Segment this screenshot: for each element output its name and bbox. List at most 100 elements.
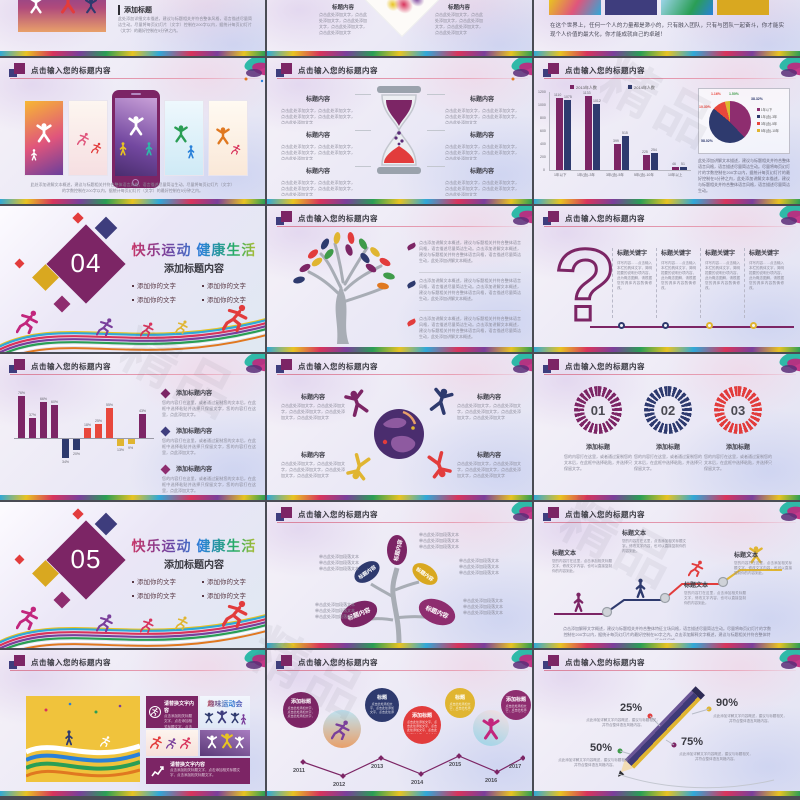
slide-r5c1-thumbnail[interactable]: 05 快乐运动 健康生活 添加标题内容 添加你的文字 添加你的文字 添加你的文字… — [0, 502, 265, 648]
slide-r6c2-thumbnail[interactable]: 点击输入您的标题内容 添加标题 点击此处添加文字，点击此处添加文字，点击此处添加文… — [267, 650, 532, 796]
hourglass-icon — [377, 86, 421, 174]
pie-legend: 1年以下 1年(含)-3年 3年(含)-5年 5年(含)-10年 — [757, 107, 789, 135]
keyword-title: 标题关键字 — [749, 251, 780, 257]
leaf-note: 单击此处添加段落文本 单击此处添加段落文本 单击此处添加段落文本 — [289, 554, 359, 572]
header-underline — [544, 226, 796, 227]
slide-r1c1-thumbnail[interactable]: 添加标题 此处添加详细文本描述，建议与标题相关并符合整体风格，语言描述尽量简洁生… — [0, 0, 265, 56]
bar-label: 55% — [106, 403, 114, 407]
crowd-photo — [200, 730, 250, 756]
header-accent-squares — [276, 211, 294, 226]
slide-r2c1-thumbnail[interactable]: 点击输入您的标题内容 此处添加讲解文本概述，建议 — [0, 58, 265, 204]
step-body: 您的内容打在这里，点击添加相关标题文字，修改文字内容，也可以直接复制你的内容到此… — [684, 591, 746, 606]
globe-label: 标题内容 点击此处添加文字，点击此处添加文字，点击此处添加文字，点击此处添加文字… — [281, 392, 345, 425]
label-body: 点击此处添加文字，点击此处添加文字，点击此处添加文字，点击此处添加文字，点击此处… — [435, 12, 483, 35]
bar-2013 — [614, 144, 621, 170]
colorful-tree-icon — [293, 232, 395, 344]
bullet-text: 添加你的文字 — [137, 297, 176, 304]
deco-diamond — [72, 212, 84, 224]
rainbow-wave-runners — [0, 304, 265, 352]
divider-title: 快乐运动 健康生活 — [124, 240, 264, 260]
slide-r5c2-thumbnail[interactable]: 点击输入您的标题内容 标题内容 标题内容 标题内容 标题内容 标题内容 单击此处… — [267, 502, 532, 648]
slide-r3c3-thumbnail[interactable]: 点击输入您的标题内容 ? 标题关键字 详写内容……点击输入本栏的具体文字，简明扼… — [534, 206, 800, 352]
bullet-item: 添加你的文字 — [202, 590, 246, 600]
percent-body: 点此添加详解文字内容概述，建议与标题相关，并符合整体语言风格内容。 — [586, 718, 660, 728]
percent-value: 50% — [590, 742, 613, 754]
x-category: 1年以下 — [554, 173, 567, 177]
x-category: 3年(含)-5年 — [606, 173, 624, 177]
slide-r4c3-thumbnail[interactable]: 点击输入您的标题内容 01 02 03 添加标题 您的内容打在这里，或者通过复制… — [534, 354, 800, 500]
timeline-bubble: 标题点击此处添加文字，点击此处添加文字，点击此处添加文字，点击此处添加文字，点击… — [445, 688, 475, 718]
pie-label: 10.30% — [699, 105, 711, 109]
slide-r2c3-thumbnail[interactable]: 点击输入您的标题内容 2013年人数 2014年人数 1200 1000 800… — [534, 58, 800, 204]
timeline-bubble: 添加标题点击此处添加文字，点击此处添加文字，点击此处添加文字，点击此处添加文字，… — [403, 706, 441, 744]
sports-illustration — [26, 696, 140, 782]
keyword-title: 标题关键字 — [705, 251, 736, 257]
slide-header-title: 点击输入您的标题内容 — [31, 658, 111, 667]
bar — [84, 428, 91, 438]
ring-caption: 添加标题 您的内容打在这里，或者通过复制您的文本后，在此框中选择粘贴，并选择只保… — [564, 442, 632, 478]
timeline-year: 2013 — [371, 764, 384, 770]
timeline-bubble: 添加标题点击此处添加文字，点击此处添加文字，点击此处添加文字，点击此处添加文字，… — [501, 690, 531, 720]
figure-icon — [149, 706, 161, 718]
header-underline — [277, 522, 528, 523]
bullet-text: 添加你的文字 — [207, 283, 246, 290]
timeline-year: 2016 — [485, 778, 498, 784]
timeline-bubble: 添加标题点击此处添加文字，点击此处添加文字，点击此处添加文字，点击此处添加文字，… — [283, 692, 319, 728]
note-line: 单击此处添加段落文本 — [459, 570, 499, 575]
bar-2014 — [564, 100, 571, 170]
y-tick: 0 — [543, 168, 545, 172]
x-category: 1年(含)-3年 — [577, 173, 595, 177]
poster-card — [24, 100, 64, 176]
slide-r1c2-thumbnail[interactable]: 标题内容 点击此处添加文字，点击此处添加文字，点击此处添加文字，点击此处添加文字… — [267, 0, 532, 56]
header-underline — [10, 670, 261, 671]
item-text: 点击添加讲解文本概述，建议与标题相关并符合整体语言风格，语言描述尽量简洁生动。点… — [419, 316, 521, 339]
timeline-photo-bubble — [473, 710, 509, 746]
rainbow-ribbon — [534, 347, 800, 352]
rainbow-ribbon — [534, 495, 800, 500]
bar-label: 37% — [29, 413, 37, 417]
dashed-ring-icon — [644, 386, 692, 434]
slide-r4c2-thumbnail[interactable]: 点击输入您的标题内容 标题内容 点击此处添加文字，点击此处添加文字，点击此处添加… — [267, 354, 532, 500]
bar — [106, 408, 113, 438]
legend-label: 1年(含)-3年 — [760, 115, 778, 120]
bar-label: 20% — [73, 452, 81, 456]
header-underline — [544, 670, 796, 671]
bar-2014 — [680, 167, 687, 170]
slide-r6c3-thumbnail[interactable]: 点击输入您的标题内容 25% 点此添加详解文字内容概述，建议与标题相关，并符合整… — [534, 650, 800, 796]
slide-r5c3-thumbnail[interactable]: 点击输入您的标题内容 标题文本 您的内容打在这里，点击添加相关标题文字，修改文字内… — [534, 502, 800, 648]
label-body: 点击此处添加文字，点击此处添加文字，点击此处添加文字，点击此处添加文字，点击此处… — [281, 144, 355, 160]
slide-r6c1-thumbnail[interactable]: 点击输入您的标题内容 请替换文字内容 点击添加相关标题文字，点击添加相关标题文字… — [0, 650, 265, 796]
note-line: 单击此处添加段落文本 — [463, 604, 503, 609]
poster-card — [68, 100, 108, 176]
bar-label: 34% — [62, 460, 70, 464]
label-title: 标题内容 — [305, 133, 330, 139]
dashed-ring-icon — [714, 386, 762, 434]
leaf-note: 单击此处添加段落文本 单击此处添加段落文本 单击此处添加段落文本 — [419, 532, 501, 550]
slide-r3c2-thumbnail[interactable]: 点击输入您的标题内容 — [267, 206, 532, 352]
label-body: 点击此处添加文字，点击此处添加文字，点击此处添加文字，点击此处添加文字，点击此处… — [445, 144, 519, 160]
photo-tile — [549, 0, 601, 15]
note-text: 此处添加讲解文本描述，建议与标题相关并符合整体语言风格，语言描述尽量简洁生动。尽… — [698, 158, 790, 193]
label-title: 标题内容 — [476, 395, 501, 401]
slide-r1c3-thumbnail[interactable]: 在这个世界上，任何一个人的力量都是渺小的，只有融入团队，只有与团队一起奋斗，你才… — [534, 0, 800, 56]
label-title: 标题内容 — [469, 169, 494, 175]
timeline-year: 2012 — [333, 782, 346, 788]
runner-figures — [150, 736, 192, 749]
note-line: 单击此处添加段落文本 — [319, 566, 359, 571]
bullet-item: 添加你的文字 — [132, 590, 176, 600]
keyword-column: 标题关键字 详写内容……点击输入本栏的具体文字，简明扼要的说明分项内容，此为概念… — [744, 248, 784, 318]
hourglass-label: 标题内容 点击此处添加文字，点击此处添加文字，点击此处添加文字，点击此处添加文字，… — [281, 88, 355, 124]
legend-item: 添加标题内容 您的内容打在这里，或者通过复制您的文本后，在此框中选择粘贴并选择只… — [160, 426, 256, 456]
slide-r3c1-thumbnail[interactable]: 04 快乐运动 健康生活 添加标题内容 添加你的文字 添加你的文字 添加你的文字… — [0, 206, 265, 352]
bullet-text: 添加你的文字 — [207, 593, 246, 600]
text-box: 请替换文字内容 点击添加相关标题文字，点击添加相关标题文字，点击添加相关标题文字… — [146, 696, 198, 730]
paint-splash-icon — [244, 58, 265, 83]
bubble-title: 添加标题 — [505, 697, 526, 703]
slide-r4c1-thumbnail[interactable]: 点击输入您的标题内容 76% 37% 66% 60% 34% 20% 18% 2… — [0, 354, 265, 500]
label-title: 标题内容 — [305, 97, 330, 103]
bubble-body: 点击此处添加文字，点击此处添加文字，点击此处添加文字，点击此处添加文字，点击此处… — [449, 702, 471, 711]
globe-icon — [374, 409, 424, 459]
pie-chart-panel: 38.32% 58.02% 10.30% 1.16% 1.50% 1年以下 1年… — [698, 88, 790, 154]
header-underline — [277, 226, 528, 227]
slide-r2c2-thumbnail[interactable]: 点击输入您的标题内容 标题内容 点击此处添加文字，点击此处添加文字，点击此处添加文… — [267, 58, 532, 204]
